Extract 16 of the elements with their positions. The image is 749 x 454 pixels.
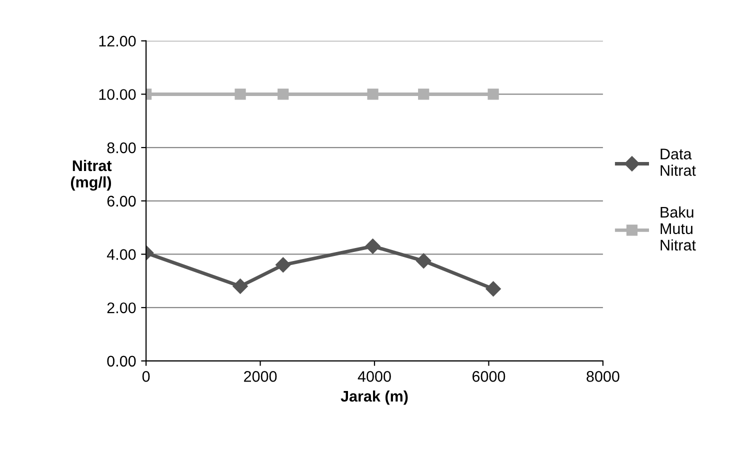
y-tick-label: 8.00 xyxy=(107,142,136,154)
x-tick-label: 2000 xyxy=(244,371,277,382)
y-tick-label: 6.00 xyxy=(107,196,136,207)
y-tick-label: 0.00 xyxy=(107,356,136,367)
y-tick-label: 4.00 xyxy=(106,249,136,260)
x-tick-label: 4000 xyxy=(358,371,391,382)
y-tick-label: 10.00 xyxy=(99,89,136,100)
x-axis-title: Jarak (m) xyxy=(340,390,408,405)
y-axis-title: Nitrat (mg/l) xyxy=(70,160,112,191)
x-tick-label: 6000 xyxy=(472,371,506,382)
y-tick-label: 12.00 xyxy=(99,36,136,47)
y-tick-label: 2.00 xyxy=(107,302,136,314)
x-tick-label: 8000 xyxy=(586,371,620,382)
legend-label: Data Nitrat xyxy=(660,148,696,176)
x-tick-label: 0 xyxy=(142,371,150,382)
legend-label: Baku Mutu Nitrat xyxy=(660,206,696,251)
